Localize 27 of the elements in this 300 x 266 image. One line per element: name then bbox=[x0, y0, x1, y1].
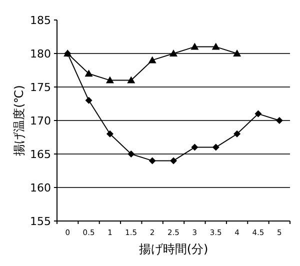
point bbox=[191, 144, 198, 151]
y-tick-label: 165 bbox=[30, 148, 51, 161]
point bbox=[212, 144, 220, 151]
point bbox=[170, 157, 177, 164]
point bbox=[106, 76, 114, 84]
point bbox=[254, 110, 262, 118]
point bbox=[148, 56, 156, 64]
point bbox=[170, 50, 178, 56]
point bbox=[128, 150, 135, 158]
point bbox=[233, 50, 242, 56]
y-tick-label: 160 bbox=[30, 182, 51, 194]
y-tick-label: 170 bbox=[30, 114, 51, 128]
point bbox=[276, 117, 283, 124]
y-tick-label: 155 bbox=[30, 215, 51, 228]
point bbox=[85, 96, 92, 104]
y-axis-title: 揚げ温度(℃) bbox=[12, 85, 26, 156]
y-tick-label: 180 bbox=[30, 48, 51, 60]
point bbox=[127, 76, 136, 84]
y-tick-label: 185 bbox=[30, 14, 51, 27]
point bbox=[106, 130, 114, 138]
point bbox=[84, 70, 93, 77]
y-tick-label: 175 bbox=[30, 81, 51, 94]
point bbox=[212, 42, 220, 50]
point bbox=[148, 157, 156, 164]
point bbox=[190, 42, 199, 50]
x-axis-title: 揚げ時間(分) bbox=[138, 242, 208, 256]
point bbox=[234, 130, 241, 138]
